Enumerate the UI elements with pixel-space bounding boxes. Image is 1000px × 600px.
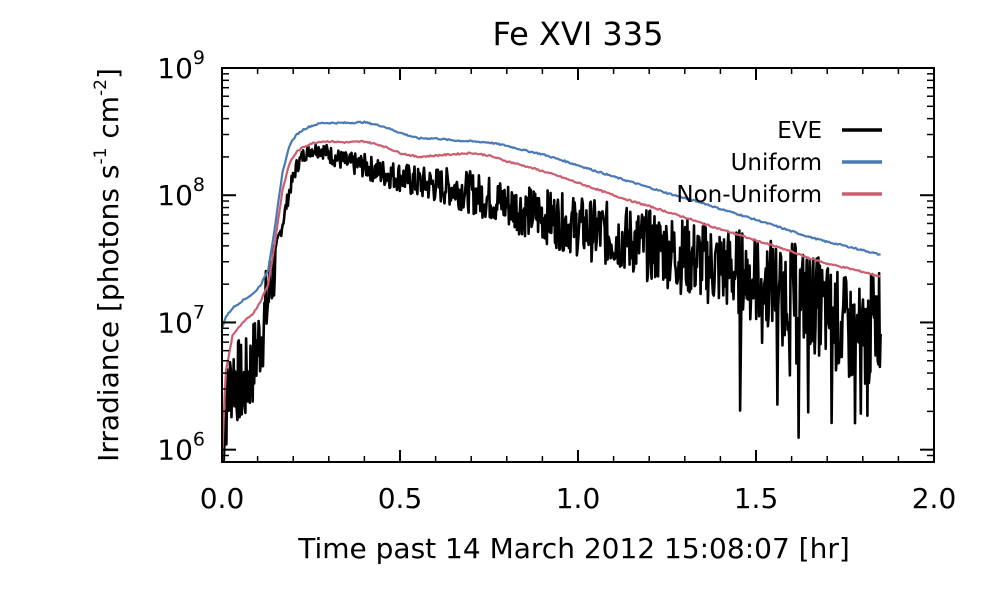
x-tick-label: 1.0 <box>556 482 601 515</box>
y-tick-label: 108 <box>157 174 205 212</box>
y-axis-ticks: 106 107 108 109 <box>157 47 934 467</box>
x-axis-ticks: 0.0 0.5 1.0 1.5 2.0 <box>200 68 957 515</box>
x-axis-title: Time past 14 March 2012 15:08:07 [hr] <box>297 532 850 565</box>
legend-label-uniform: Uniform <box>731 150 822 176</box>
plot-frame <box>221 67 935 463</box>
y-tick-label: 109 <box>157 47 205 85</box>
y-axis-title-exp1: -1 <box>91 148 111 165</box>
chart-legend: EVE Uniform Non-Uniform <box>676 118 882 208</box>
y-axis-title-main: Irradiance [photons s <box>92 164 125 461</box>
legend-label-eve: EVE <box>777 118 822 144</box>
x-tick-label: 0.0 <box>200 482 245 515</box>
x-tick-label: 1.5 <box>734 482 779 515</box>
x-tick-label: 0.5 <box>378 482 423 515</box>
y-axis-title-exp2: -2 <box>91 79 111 96</box>
series-line-uniform <box>222 120 881 329</box>
y-tick-label: 106 <box>157 429 205 467</box>
x-tick-label: 2.0 <box>912 482 957 515</box>
series-layer <box>222 120 882 462</box>
legend-label-non-uniform: Non-Uniform <box>676 182 822 208</box>
series-line-non-uniform <box>222 139 882 462</box>
y-axis-title-end: ] <box>92 68 125 79</box>
y-axis-title-mid: cm <box>92 96 125 148</box>
y-axis-title: Irradiance [photons s-1 cm-2] <box>91 68 125 462</box>
series-line-eve <box>222 143 882 462</box>
chart-title: Fe XVI 335 <box>492 15 663 53</box>
y-tick-label: 107 <box>157 301 205 339</box>
